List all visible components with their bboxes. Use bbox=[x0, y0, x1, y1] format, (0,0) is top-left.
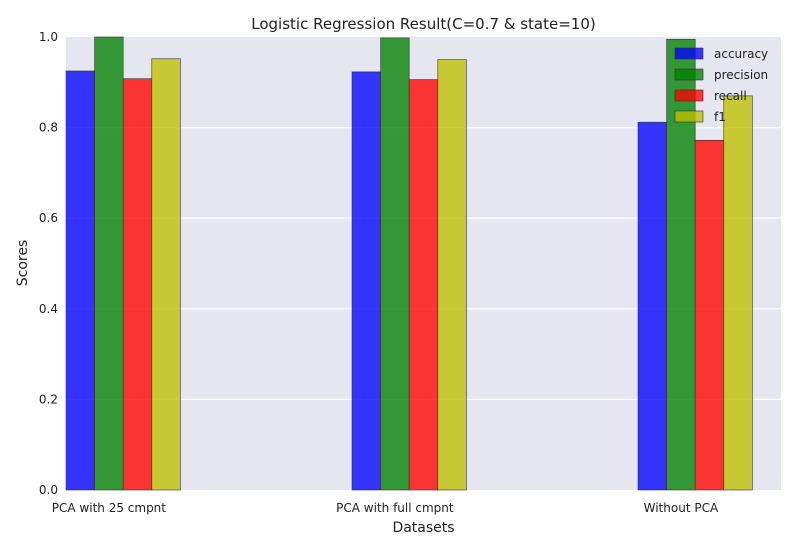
legend-label-precision: precision bbox=[714, 68, 768, 82]
bar-f1 bbox=[437, 59, 467, 491]
legend-swatch-precision bbox=[674, 68, 704, 81]
bar-accuracy bbox=[65, 70, 95, 491]
bar-accuracy bbox=[351, 71, 381, 491]
bar-f1 bbox=[723, 95, 753, 491]
bar-precision bbox=[380, 37, 410, 491]
legend-swatch-recall bbox=[674, 89, 704, 102]
bar-recall bbox=[694, 139, 725, 491]
legend-swatch-accuracy bbox=[674, 47, 704, 60]
y-tick-label: 1.0 bbox=[39, 30, 58, 44]
x-tick-label: PCA with 25 cmpnt bbox=[52, 501, 167, 515]
y-tick-label: 0.8 bbox=[39, 121, 58, 135]
legend-label-f1: f1 bbox=[714, 110, 726, 124]
bar-precision bbox=[94, 36, 124, 491]
y-axis-label: Scores bbox=[15, 240, 31, 287]
y-tick-label: 0.6 bbox=[39, 211, 58, 225]
bar-recall bbox=[408, 79, 439, 491]
x-axis-ticks: PCA with 25 cmpnt PCA with full cmpnt With… bbox=[52, 501, 719, 515]
chart-title: Logistic Regression Result(C=0.7 & state… bbox=[251, 15, 596, 33]
bar-recall bbox=[122, 78, 153, 491]
legend-label-accuracy: accuracy bbox=[714, 47, 768, 61]
y-tick-label: 0.4 bbox=[39, 302, 58, 316]
y-tick-label: 0.2 bbox=[39, 392, 58, 406]
x-axis-label: Datasets bbox=[392, 520, 454, 536]
bar-precision bbox=[666, 38, 696, 491]
bar-f1 bbox=[151, 58, 181, 491]
legend-label-recall: recall bbox=[714, 89, 747, 103]
bars bbox=[65, 36, 753, 491]
y-axis-ticks: 0.0 0.2 0.4 0.6 0.8 1.0 bbox=[39, 30, 58, 497]
x-tick-label: PCA with full cmpnt bbox=[336, 501, 454, 515]
legend: accuracy precision recall f1 bbox=[674, 47, 768, 124]
x-tick-label: Without PCA bbox=[644, 501, 719, 515]
bar-accuracy bbox=[637, 121, 667, 491]
y-tick-label: 0.0 bbox=[39, 483, 58, 497]
legend-swatch-f1 bbox=[674, 110, 704, 123]
